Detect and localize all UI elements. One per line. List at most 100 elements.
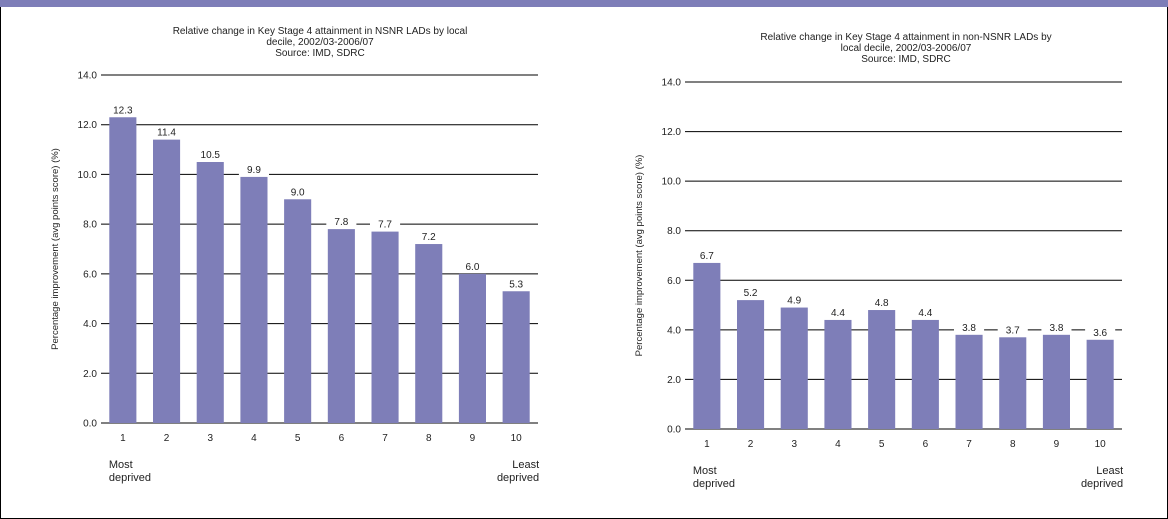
x-tick-label: 7 (382, 433, 388, 444)
y-tick-label: 14.0 (78, 71, 98, 82)
chart-title-line: Relative change in Key Stage 4 attainmen… (760, 32, 1051, 43)
value-label-bg (151, 126, 182, 139)
bar (911, 319, 939, 429)
value-label: 4.9 (787, 296, 801, 307)
x-tick-label: 5 (295, 433, 301, 444)
x-tick-label: 9 (470, 433, 476, 444)
value-label: 4.4 (918, 308, 932, 319)
y-tick-label: 12.0 (662, 127, 682, 138)
bar (693, 262, 721, 429)
value-label: 4.8 (875, 298, 889, 309)
bar (502, 291, 530, 423)
bar (737, 300, 765, 429)
x-tick-label: 3 (207, 433, 213, 444)
annotation-most-deprived: deprived (693, 478, 735, 490)
value-label-bg (195, 149, 226, 161)
x-tick-label: 1 (704, 439, 710, 450)
value-label-bg (282, 186, 313, 199)
chart-subtitle: Source: IMD, SDRC (861, 54, 950, 65)
value-label-bg (413, 231, 444, 244)
value-label-bg (866, 297, 897, 310)
bar (153, 139, 181, 423)
y-tick-label: 0.0 (83, 419, 97, 430)
value-label: 3.7 (1006, 325, 1020, 336)
y-tick-label: 8.0 (83, 220, 97, 231)
value-label: 10.5 (201, 150, 221, 161)
x-tick-label: 5 (879, 439, 885, 450)
bar (999, 337, 1027, 429)
annotation-least-deprived: deprived (497, 472, 539, 484)
bar (1042, 334, 1070, 429)
y-tick-label: 6.0 (83, 269, 97, 280)
x-tick-label: 4 (251, 433, 257, 444)
value-label-bg (370, 218, 401, 231)
value-label-bg (238, 163, 269, 176)
value-label: 7.8 (334, 217, 348, 228)
chart-title-line: Relative change in Key Stage 4 attainmen… (173, 26, 468, 37)
y-tick-label: 2.0 (83, 369, 97, 380)
value-label-bg (910, 306, 941, 319)
y-tick-label: 0.0 (667, 425, 681, 436)
value-label: 7.2 (422, 232, 436, 243)
x-tick-label: 4 (835, 439, 841, 450)
value-label: 5.2 (744, 288, 758, 299)
x-tick-label: 6 (339, 433, 345, 444)
bar (415, 244, 443, 423)
annotation-least-deprived: Least (512, 459, 539, 471)
value-label: 12.3 (113, 105, 133, 116)
value-label: 3.8 (962, 323, 976, 334)
x-tick-label: 8 (1010, 439, 1016, 450)
x-tick-label: 9 (1054, 439, 1060, 450)
bar (109, 117, 137, 423)
y-axis-label: Percentage improvement (avg points score… (50, 148, 61, 350)
value-label-bg (822, 306, 853, 319)
x-tick-label: 6 (923, 439, 929, 450)
bar (371, 231, 399, 423)
bar (196, 162, 224, 423)
value-label-bg (997, 324, 1028, 337)
x-tick-label: 2 (748, 439, 754, 450)
chart-non-nsnr: Relative change in Key Stage 4 attainmen… (634, 32, 1123, 490)
value-label: 9.0 (291, 187, 305, 198)
value-label-bg (1041, 321, 1072, 334)
y-tick-label: 10.0 (662, 177, 682, 188)
y-tick-label: 10.0 (78, 170, 98, 181)
value-label-bg (691, 249, 722, 262)
value-label-bg (107, 104, 138, 117)
value-label: 11.4 (157, 128, 176, 139)
y-tick-label: 4.0 (667, 325, 681, 336)
bar (824, 319, 852, 429)
header-band (0, 0, 1168, 7)
bar (284, 199, 312, 423)
x-tick-label: 10 (511, 433, 523, 444)
bar (780, 307, 808, 429)
bar (327, 229, 355, 423)
value-label: 9.9 (247, 165, 261, 176)
annotation-most-deprived: deprived (109, 472, 151, 484)
y-tick-label: 4.0 (83, 319, 97, 330)
value-label: 7.7 (378, 220, 392, 231)
value-label: 6.7 (700, 251, 714, 262)
annotation-most-deprived: Most (693, 465, 717, 477)
value-label: 5.3 (509, 279, 523, 290)
value-label-bg (735, 287, 766, 300)
bar (1086, 339, 1114, 429)
x-tick-label: 10 (1095, 439, 1107, 450)
x-tick-label: 3 (791, 439, 797, 450)
value-label-bg (1085, 326, 1116, 339)
value-label-bg (501, 278, 532, 291)
x-tick-label: 8 (426, 433, 432, 444)
value-label-bg (954, 321, 985, 334)
value-label: 3.8 (1049, 323, 1063, 334)
chart-subtitle: Source: IMD, SDRC (275, 48, 364, 59)
bar (240, 176, 268, 423)
y-tick-label: 8.0 (667, 226, 681, 237)
x-tick-label: 7 (966, 439, 972, 450)
x-tick-label: 2 (164, 433, 170, 444)
annotation-least-deprived: deprived (1081, 478, 1123, 490)
chart-nsnr: Relative change in Key Stage 4 attainmen… (50, 26, 539, 484)
value-label-bg (457, 260, 488, 273)
bar (458, 273, 486, 423)
y-tick-label: 12.0 (78, 120, 98, 131)
